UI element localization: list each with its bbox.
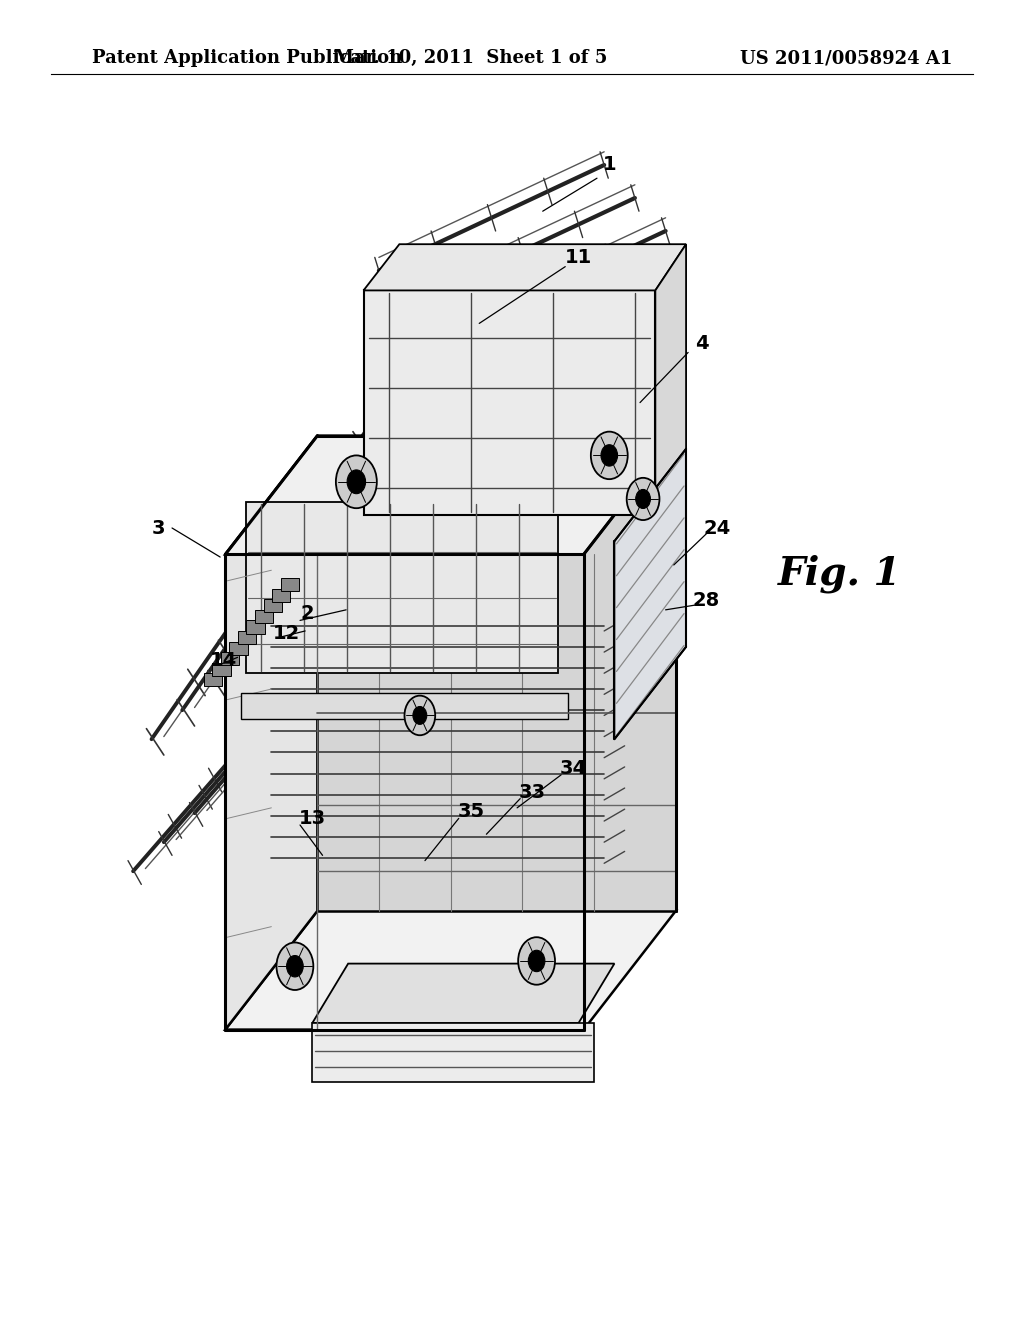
Circle shape xyxy=(591,432,628,479)
Text: 4: 4 xyxy=(694,334,709,352)
Text: 24: 24 xyxy=(703,519,730,537)
Polygon shape xyxy=(212,663,230,676)
Polygon shape xyxy=(614,449,686,739)
Polygon shape xyxy=(204,673,222,686)
Text: 1: 1 xyxy=(602,156,616,174)
Circle shape xyxy=(276,942,313,990)
Polygon shape xyxy=(221,652,240,665)
Circle shape xyxy=(347,470,366,494)
Text: 13: 13 xyxy=(299,809,326,828)
Text: Fig. 1: Fig. 1 xyxy=(778,554,901,594)
Text: 33: 33 xyxy=(519,783,546,801)
Text: 11: 11 xyxy=(565,248,592,267)
Polygon shape xyxy=(229,642,248,655)
Circle shape xyxy=(518,937,555,985)
Text: US 2011/0058924 A1: US 2011/0058924 A1 xyxy=(740,49,952,67)
Polygon shape xyxy=(225,436,317,1030)
Polygon shape xyxy=(255,610,273,623)
Circle shape xyxy=(636,490,650,508)
Polygon shape xyxy=(281,578,299,591)
Polygon shape xyxy=(364,290,655,515)
Text: 12: 12 xyxy=(273,624,300,643)
Circle shape xyxy=(627,478,659,520)
Text: Mar. 10, 2011  Sheet 1 of 5: Mar. 10, 2011 Sheet 1 of 5 xyxy=(335,49,607,67)
Polygon shape xyxy=(225,911,676,1030)
Text: 34: 34 xyxy=(560,759,587,777)
Circle shape xyxy=(287,956,303,977)
Polygon shape xyxy=(272,589,291,602)
Circle shape xyxy=(404,696,435,735)
Polygon shape xyxy=(312,964,614,1023)
Polygon shape xyxy=(225,436,676,554)
Circle shape xyxy=(336,455,377,508)
Polygon shape xyxy=(655,244,686,515)
Text: 2: 2 xyxy=(300,605,314,623)
Polygon shape xyxy=(317,436,676,911)
Text: 28: 28 xyxy=(693,591,720,610)
Polygon shape xyxy=(246,502,558,673)
Text: 14: 14 xyxy=(210,651,237,669)
Text: 3: 3 xyxy=(152,519,166,537)
Text: 35: 35 xyxy=(458,803,484,821)
Text: Patent Application Publication: Patent Application Publication xyxy=(92,49,402,67)
Polygon shape xyxy=(247,620,265,634)
Polygon shape xyxy=(312,1023,594,1082)
Circle shape xyxy=(528,950,545,972)
Polygon shape xyxy=(238,631,256,644)
Polygon shape xyxy=(364,244,686,290)
Polygon shape xyxy=(241,693,568,719)
Circle shape xyxy=(601,445,617,466)
Circle shape xyxy=(413,706,427,725)
Polygon shape xyxy=(263,599,282,612)
